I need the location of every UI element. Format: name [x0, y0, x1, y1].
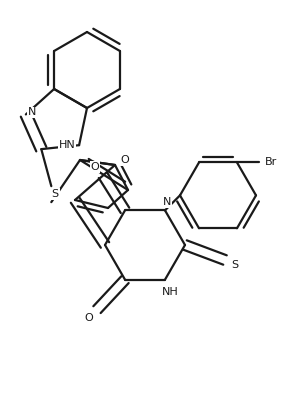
Text: S: S	[231, 260, 239, 270]
Text: O: O	[121, 155, 129, 165]
Text: O: O	[91, 162, 99, 172]
Text: NH: NH	[161, 287, 178, 297]
Text: Br: Br	[265, 158, 277, 168]
Text: HN: HN	[59, 140, 76, 150]
Text: O: O	[85, 313, 93, 323]
Text: N: N	[163, 197, 171, 207]
Text: N: N	[28, 108, 36, 118]
Text: S: S	[52, 189, 59, 199]
